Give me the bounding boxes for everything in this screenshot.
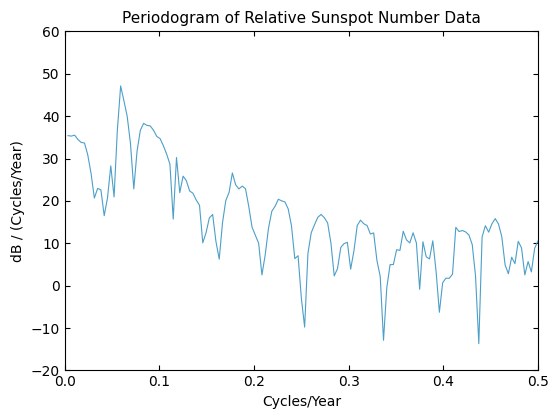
Title: Periodogram of Relative Sunspot Number Data: Periodogram of Relative Sunspot Number D… (122, 11, 481, 26)
Y-axis label: dB / (Cycles/Year): dB / (Cycles/Year) (11, 140, 25, 262)
X-axis label: Cycles/Year: Cycles/Year (262, 395, 341, 409)
